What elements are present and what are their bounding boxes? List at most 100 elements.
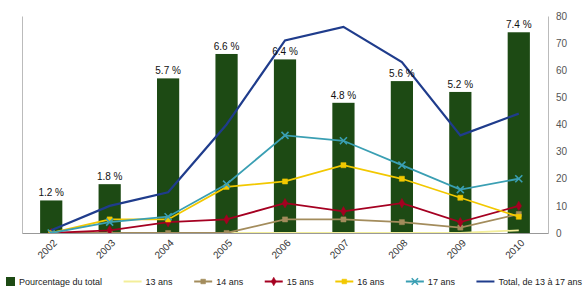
legend: Pourcentage du total 13 ans 14 ans 15 ans 16… xyxy=(6,277,582,287)
legend-label: 14 ans xyxy=(216,277,244,287)
marker xyxy=(516,201,521,210)
x-tick-label: 2007 xyxy=(328,237,352,261)
bar xyxy=(157,78,179,233)
bar xyxy=(215,54,237,233)
x-tick: 2002 xyxy=(35,233,59,261)
marker xyxy=(458,195,463,200)
marker xyxy=(282,198,287,207)
legend-label: Pourcentage du total xyxy=(19,277,102,287)
data-label: 4.8 % xyxy=(331,90,357,101)
x-tick: 2004 xyxy=(152,233,176,261)
x-tick: 2010 xyxy=(503,233,527,261)
marker xyxy=(399,220,404,225)
legend-label: 16 ans xyxy=(357,277,385,287)
legend-marker xyxy=(201,279,206,284)
legend-swatch xyxy=(6,277,15,286)
legend-label: 15 ans xyxy=(287,277,315,287)
marker xyxy=(516,214,521,219)
y-tick-label: 10 xyxy=(556,201,568,212)
marker xyxy=(282,179,287,184)
marker xyxy=(515,175,522,182)
y-tick-label: 80 xyxy=(556,11,568,22)
marker xyxy=(107,226,112,233)
y-tick: 0 xyxy=(548,228,562,239)
y2-axis xyxy=(22,17,23,234)
x-tick-label: 2005 xyxy=(211,237,235,261)
y-tick-label: 30 xyxy=(556,146,568,157)
marker xyxy=(165,213,172,220)
bar xyxy=(274,59,296,233)
marker xyxy=(166,230,171,233)
y-tick-label: 40 xyxy=(556,119,568,130)
bar xyxy=(449,92,471,233)
marker xyxy=(398,162,405,169)
bar xyxy=(508,32,530,233)
line xyxy=(51,165,519,233)
legend-label: 13 ans xyxy=(146,277,174,287)
line xyxy=(51,214,519,233)
x-tick: 2009 xyxy=(445,233,469,261)
markers xyxy=(49,163,522,233)
y-tick-label: 70 xyxy=(556,38,568,49)
chart: 0102030405060708020022003200420052006200… xyxy=(0,0,588,293)
data-label: 6.6 % xyxy=(214,41,240,52)
x-axis: 2002 2003 2004 2005 2006 2007 2008 2009 2010 xyxy=(23,233,549,261)
marker xyxy=(282,217,287,222)
legend-item: 15 ans xyxy=(265,277,315,287)
legend-item: 14 ans xyxy=(194,277,244,287)
x-tick-label: 2008 xyxy=(386,237,410,261)
x-tick: 2006 xyxy=(269,233,293,261)
y-tick: 50 xyxy=(548,92,568,103)
data-label: 1.8 % xyxy=(97,171,123,182)
plot: 0102030405060708020022003200420052006200… xyxy=(23,11,568,261)
y-tick: 80 xyxy=(548,11,568,22)
y-tick: 40 xyxy=(548,119,568,130)
y2-axis-line xyxy=(22,17,23,234)
legend-item: Total, de 13 à 17 ans xyxy=(476,277,582,287)
y-tick-label: 20 xyxy=(556,173,568,184)
marker xyxy=(224,215,229,224)
x-tick-label: 2006 xyxy=(269,237,293,261)
y-tick-label: 60 xyxy=(556,65,568,76)
marker xyxy=(458,217,463,226)
marker xyxy=(106,219,113,226)
legend-label: 17 ans xyxy=(428,277,456,287)
legend-item: 16 ans xyxy=(335,277,385,287)
marker xyxy=(341,207,346,216)
marks xyxy=(40,27,530,233)
marker xyxy=(340,137,347,144)
legend-marker xyxy=(271,277,276,286)
x-axis-line xyxy=(23,233,549,234)
marker xyxy=(457,186,464,193)
bar-series xyxy=(40,32,530,233)
data-label: 7.4 % xyxy=(506,19,532,30)
marker xyxy=(341,163,346,168)
y-tick: 60 xyxy=(548,65,568,76)
legend-item: 17 ans xyxy=(406,277,456,287)
marker xyxy=(223,181,230,188)
x-tick: 2007 xyxy=(328,233,352,261)
legend-swatch xyxy=(124,281,142,283)
marker xyxy=(224,230,229,233)
data-label: 1.2 % xyxy=(38,187,64,198)
bar xyxy=(391,81,413,233)
data-labels: 1.2 %1.8 %5.7 %6.6 %6.4 %4.8 %5.6 %5.2 %… xyxy=(38,19,531,198)
marker xyxy=(399,198,404,207)
y-axis-line xyxy=(548,17,549,234)
y-tick: 70 xyxy=(548,38,568,49)
x-tick-label: 2009 xyxy=(445,237,469,261)
x-tick-label: 2004 xyxy=(152,237,176,261)
legend-item: Pourcentage du total xyxy=(6,277,102,287)
legend-marker xyxy=(342,279,347,284)
data-label: 5.6 % xyxy=(389,68,415,79)
legend-item: 13 ans xyxy=(124,277,174,287)
y-tick-label: 0 xyxy=(556,228,562,239)
x-tick-label: 2002 xyxy=(35,237,59,261)
line xyxy=(51,135,519,233)
x-tick-label: 2003 xyxy=(94,237,118,261)
legend-marker xyxy=(412,278,418,284)
y-tick-label: 50 xyxy=(556,92,568,103)
line xyxy=(51,27,519,230)
marker xyxy=(399,176,404,181)
marker xyxy=(341,217,346,222)
